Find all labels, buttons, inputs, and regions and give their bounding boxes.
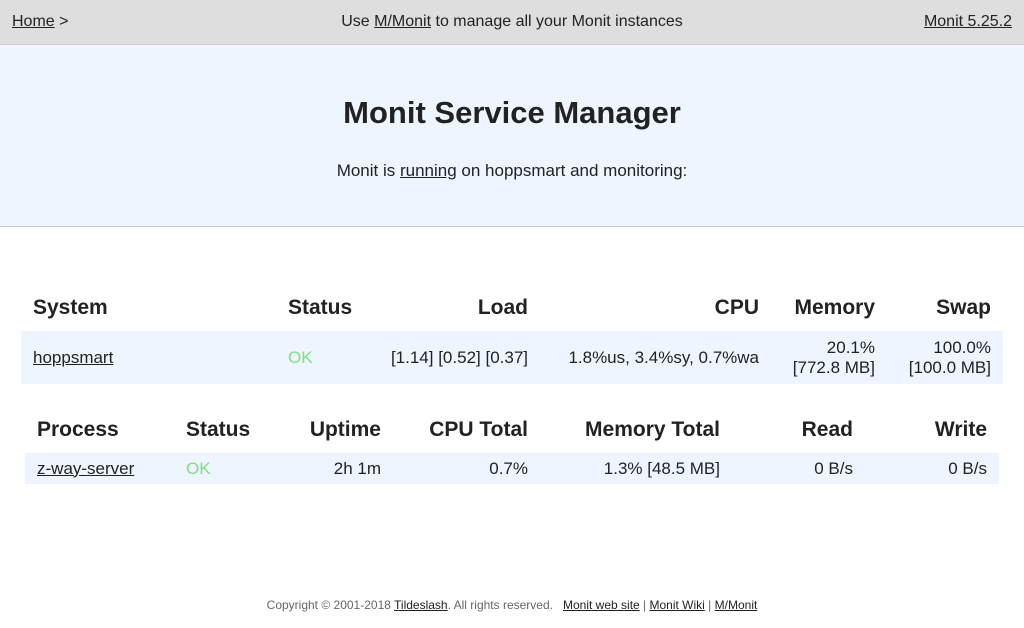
rights-text: . All rights reserved. bbox=[447, 598, 553, 612]
home-link[interactable]: Home bbox=[12, 13, 55, 30]
memory-amount: [772.8 MB] bbox=[792, 357, 875, 377]
uptime-value: 2h 1m bbox=[274, 453, 381, 484]
col-status: Status bbox=[288, 296, 353, 319]
process-link[interactable]: z-way-server bbox=[37, 458, 135, 478]
swap-value: 100.0% [100.0 MB] bbox=[875, 331, 1003, 384]
monit-site-link[interactable]: Monit web site bbox=[563, 598, 640, 612]
col-system: System bbox=[33, 296, 108, 319]
status-line: Monit is running on hoppsmart and monito… bbox=[0, 161, 1024, 181]
version-link[interactable]: Monit 5.25.2 bbox=[923, 13, 1012, 30]
status-badge: OK bbox=[174, 453, 274, 484]
load-value: [1.14] [0.52] [0.37] bbox=[366, 331, 528, 384]
col-load: Load bbox=[477, 296, 528, 319]
mmonit-link[interactable]: M/Monit bbox=[374, 13, 432, 30]
memory-percent: 20.1% bbox=[826, 337, 875, 357]
breadcrumb: Home > bbox=[12, 13, 68, 31]
promo-prefix: Use bbox=[341, 13, 375, 30]
monit-wiki-link[interactable]: Monit Wiki bbox=[649, 598, 705, 612]
col-read: Read bbox=[801, 418, 853, 441]
status-prefix: Monit is bbox=[336, 161, 400, 180]
cpu-total-value: 0.7% bbox=[381, 453, 528, 484]
footer-separator: | bbox=[639, 598, 650, 612]
col-write: Write bbox=[934, 418, 987, 441]
status-suffix: on hoppsmart and monitoring: bbox=[456, 161, 688, 180]
table-row: z-way-server OK 2h 1m 0.7% 1.3% [48.5 MB… bbox=[25, 453, 999, 484]
write-value: 0 B/s bbox=[853, 453, 999, 484]
swap-percent: 100.0% bbox=[933, 337, 991, 357]
memory-value: 20.1% [772.8 MB] bbox=[759, 331, 875, 384]
page-title: Monit Service Manager bbox=[343, 95, 681, 130]
footer-separator: | bbox=[704, 598, 715, 612]
col-uptime: Uptime bbox=[309, 418, 381, 441]
breadcrumb-separator: > bbox=[54, 13, 69, 30]
footer-mmonit-link[interactable]: M/Monit bbox=[714, 598, 758, 612]
top-bar: Home > Use M/Monit to manage all your Mo… bbox=[0, 0, 1024, 45]
footer: Copyright © 2001-2018 Tildeslash. All ri… bbox=[0, 598, 1024, 612]
copyright-prefix: Copyright © 2001-2018 bbox=[266, 598, 395, 612]
tildeslash-link[interactable]: Tildeslash bbox=[394, 598, 448, 612]
mmonit-promo: Use M/Monit to manage all your Monit ins… bbox=[0, 13, 1024, 31]
col-swap: Swap bbox=[936, 296, 991, 319]
running-link[interactable]: running bbox=[399, 161, 457, 180]
col-process: Process bbox=[37, 418, 119, 441]
col-process-status: Status bbox=[186, 418, 251, 441]
system-table-header: System Status Load CPU Memory Swap bbox=[21, 285, 1003, 331]
cpu-value: 1.8%us, 3.4%sy, 0.7%wa bbox=[528, 331, 759, 384]
system-table: System Status Load CPU Memory Swap hopps… bbox=[21, 285, 1003, 384]
table-row: hoppsmart OK [1.14] [0.52] [0.37] 1.8%us… bbox=[21, 331, 1003, 384]
col-memory: Memory bbox=[794, 296, 875, 319]
status-badge: OK bbox=[261, 331, 366, 384]
system-link[interactable]: hoppsmart bbox=[33, 347, 114, 367]
process-table-header: Process Status Uptime CPU Total Memory T… bbox=[25, 407, 999, 453]
swap-amount: [100.0 MB] bbox=[908, 357, 991, 377]
col-cpu-total: CPU Total bbox=[429, 418, 528, 441]
read-value: 0 B/s bbox=[720, 453, 853, 484]
process-table: Process Status Uptime CPU Total Memory T… bbox=[25, 407, 999, 484]
col-cpu: CPU bbox=[714, 296, 759, 319]
promo-suffix: to manage all your Monit instances bbox=[431, 13, 683, 30]
col-memory-total: Memory Total bbox=[585, 418, 720, 441]
memory-total-value: 1.3% [48.5 MB] bbox=[528, 453, 720, 484]
page-header: Monit Service Manager Monit is running o… bbox=[0, 45, 1024, 227]
